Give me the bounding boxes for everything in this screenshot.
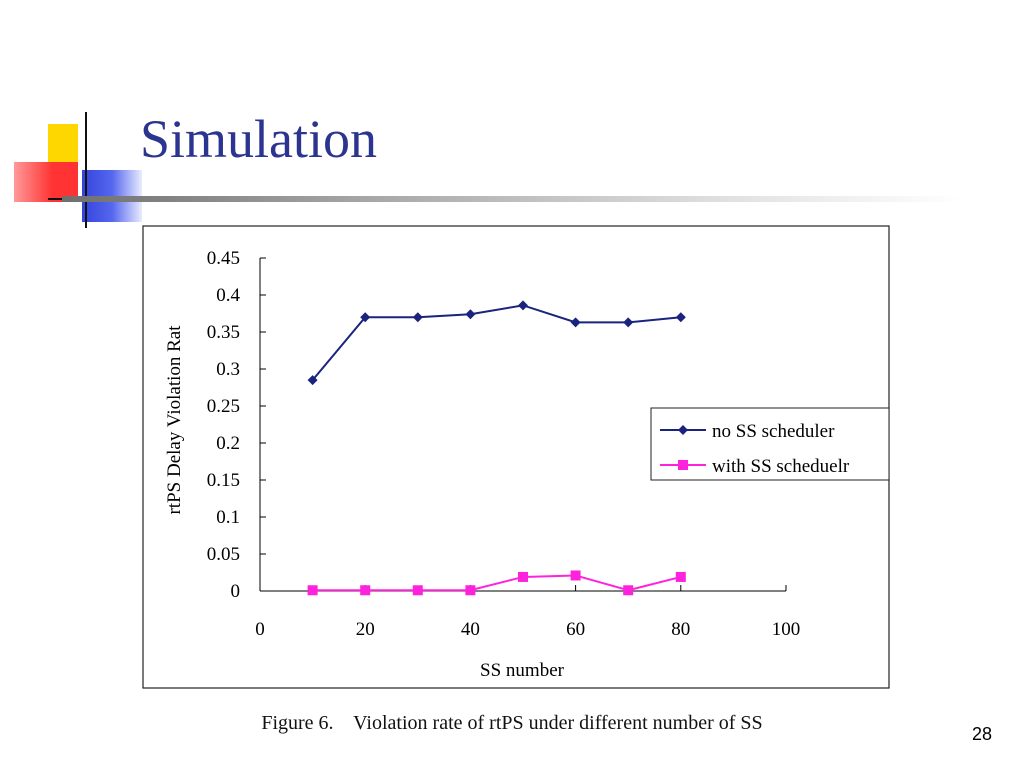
logo-yellow-square — [48, 124, 78, 164]
data-point-with-ss-scheduler — [465, 585, 476, 596]
data-point-with-ss-scheduler — [360, 585, 371, 596]
title-rule — [62, 196, 962, 202]
figure-caption: Figure 6. Violation rate of rtPS under d… — [261, 712, 763, 734]
x-tick-label: 100 — [772, 619, 801, 640]
legend-label-with-ss-scheduler: with SS scheduelr — [712, 456, 850, 477]
y-tick-label: 0.35 — [207, 322, 240, 343]
series-line-with-ss-scheduler — [312, 574, 682, 592]
data-point-no-ss-scheduler — [518, 300, 528, 311]
data-point-no-ss-scheduler — [360, 312, 371, 323]
logo-red-square — [14, 162, 78, 202]
legend-box — [650, 407, 890, 481]
y-tick-label: 0.15 — [207, 470, 240, 491]
data-point-no-ss-scheduler — [623, 317, 634, 328]
y-tick-label: 0.1 — [216, 507, 240, 528]
page-number: 28 — [971, 724, 992, 744]
x-tick-label: 20 — [356, 619, 375, 640]
x-tick-label: 40 — [461, 619, 480, 640]
series-line-no-ss-scheduler — [311, 304, 681, 381]
x-axis-label: SS number — [480, 660, 565, 681]
x-tick-label: 60 — [566, 619, 585, 640]
y-tick-label: 0.2 — [216, 433, 240, 454]
data-point-with-ss-scheduler — [570, 570, 581, 581]
data-point-with-ss-scheduler — [518, 571, 528, 582]
y-tick-label: 0.25 — [207, 396, 240, 417]
data-point-no-ss-scheduler — [307, 375, 318, 386]
y-tick-label: 0.45 — [207, 248, 240, 269]
legend-label-no-ss-scheduler: no SS scheduler — [712, 421, 835, 442]
y-tick-label: 0.05 — [207, 544, 240, 565]
y-axis-label: rtPS Delay Violation Rat — [164, 325, 185, 515]
data-point-with-ss-scheduler — [623, 585, 634, 596]
legend-marker-with-ss-scheduler — [678, 460, 688, 470]
y-tick-label: 0.3 — [216, 359, 240, 380]
data-point-no-ss-scheduler — [675, 312, 686, 323]
chart-legend: no SS scheduler with SS scheduelr — [650, 407, 890, 481]
legend-marker-no-ss-scheduler — [678, 425, 688, 435]
y-tick-label: 0.4 — [216, 285, 240, 306]
data-point-no-ss-scheduler — [412, 312, 423, 323]
x-tick-label: 0 — [255, 619, 265, 640]
data-point-with-ss-scheduler — [307, 585, 318, 596]
data-point-with-ss-scheduler — [412, 585, 423, 596]
data-point-no-ss-scheduler — [465, 309, 476, 320]
slide-title: Simulation — [140, 109, 378, 169]
data-point-with-ss-scheduler — [675, 571, 686, 582]
data-point-no-ss-scheduler — [570, 317, 581, 328]
x-tick-label: 80 — [671, 619, 690, 640]
y-tick-label: 0 — [231, 581, 241, 602]
